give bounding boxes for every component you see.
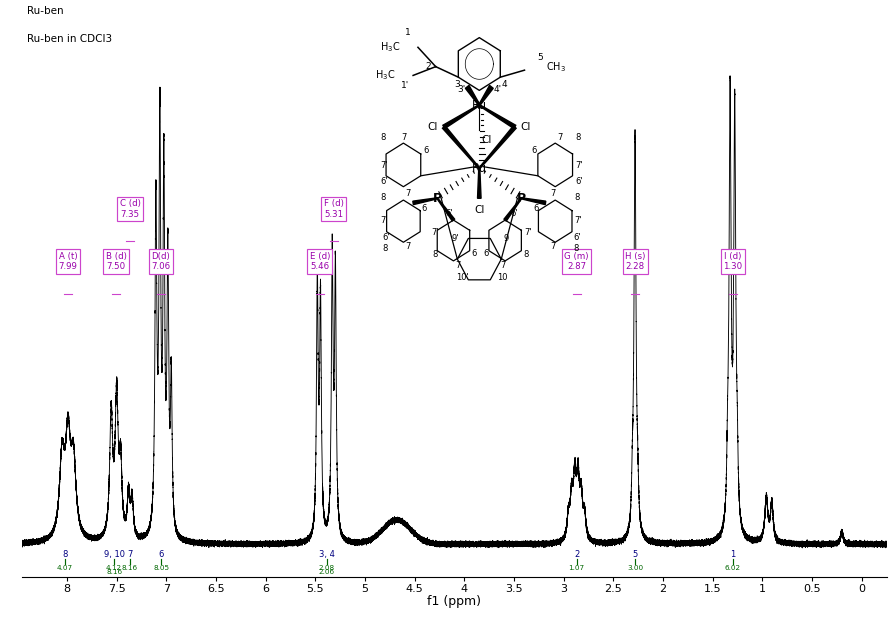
Polygon shape <box>443 105 479 129</box>
Text: 2.08: 2.08 <box>319 565 335 571</box>
Text: 7: 7 <box>455 261 461 270</box>
Text: 2: 2 <box>574 550 579 559</box>
Text: 10: 10 <box>497 273 508 282</box>
Text: 3': 3' <box>457 85 465 94</box>
Text: Cl: Cl <box>481 134 491 145</box>
Polygon shape <box>437 198 454 221</box>
Text: 3: 3 <box>454 80 460 89</box>
Text: 8: 8 <box>380 193 386 202</box>
Text: 8: 8 <box>62 550 68 559</box>
Text: 8.16: 8.16 <box>106 569 122 575</box>
Text: 1': 1' <box>401 81 409 90</box>
Text: 4.12: 4.12 <box>106 565 122 571</box>
Text: 6': 6' <box>573 233 581 242</box>
Polygon shape <box>413 198 437 205</box>
Text: 5: 5 <box>633 550 638 559</box>
Text: E (d)
5.46: E (d) 5.46 <box>309 252 330 271</box>
Text: 8: 8 <box>432 250 437 259</box>
Text: 8: 8 <box>380 133 386 142</box>
Text: 8: 8 <box>523 250 528 259</box>
Text: 6': 6' <box>380 178 388 186</box>
Text: $\mathdefault{H_3C}$: $\mathdefault{H_3C}$ <box>375 68 396 82</box>
Text: 6: 6 <box>159 550 164 559</box>
Text: 7: 7 <box>551 189 556 198</box>
Text: G (m)
2.87: G (m) 2.87 <box>564 252 589 271</box>
Text: 6': 6' <box>446 209 453 218</box>
Text: I (d)
1.30: I (d) 1.30 <box>723 252 742 271</box>
Text: 2: 2 <box>425 63 431 72</box>
Text: 8: 8 <box>382 244 388 253</box>
Text: 1.07: 1.07 <box>568 565 584 571</box>
Polygon shape <box>478 126 516 169</box>
Polygon shape <box>478 86 494 106</box>
Text: Cl: Cl <box>474 205 485 215</box>
Text: 3.00: 3.00 <box>627 565 643 571</box>
Text: 9, 10: 9, 10 <box>103 550 125 559</box>
Text: 8: 8 <box>573 244 578 253</box>
Text: 2.06: 2.06 <box>319 569 335 575</box>
Text: 6: 6 <box>421 204 427 212</box>
X-axis label: f1 (ppm): f1 (ppm) <box>428 595 481 608</box>
Text: F (d)
5.31: F (d) 5.31 <box>323 199 344 219</box>
Polygon shape <box>479 105 516 129</box>
Text: 7: 7 <box>401 133 406 141</box>
Polygon shape <box>521 198 546 205</box>
Text: 8.05: 8.05 <box>153 565 169 571</box>
Text: Cl: Cl <box>428 122 438 132</box>
Text: C (d)
7.35: C (d) 7.35 <box>119 199 141 219</box>
Text: 4: 4 <box>502 80 507 89</box>
Text: Ru: Ru <box>471 99 486 112</box>
Text: $\mathdefault{H_3C}$: $\mathdefault{H_3C}$ <box>380 41 400 54</box>
Text: 7: 7 <box>405 242 411 251</box>
Text: 7: 7 <box>405 189 411 198</box>
Text: 7: 7 <box>551 242 556 251</box>
Text: 6': 6' <box>382 233 390 242</box>
Text: P: P <box>433 192 442 205</box>
Text: 7': 7' <box>575 216 582 225</box>
Text: 8: 8 <box>576 133 581 142</box>
Text: 6: 6 <box>531 146 536 155</box>
Text: 8.16: 8.16 <box>122 565 138 571</box>
Text: 1: 1 <box>730 550 735 559</box>
Text: 7: 7 <box>558 133 563 141</box>
Text: 7': 7' <box>380 216 388 225</box>
Text: H (s)
2.28: H (s) 2.28 <box>625 252 645 271</box>
Text: 6: 6 <box>423 146 429 155</box>
Text: 7': 7' <box>431 228 439 237</box>
Text: 1: 1 <box>405 28 411 37</box>
Text: 10': 10' <box>456 273 469 282</box>
Text: 7: 7 <box>501 261 506 270</box>
Text: $\mathdefault{CH_3}$: $\mathdefault{CH_3}$ <box>546 60 567 74</box>
Text: 6': 6' <box>510 209 518 218</box>
Text: Ru-ben: Ru-ben <box>27 6 63 16</box>
Text: A (t)
7.99: A (t) 7.99 <box>59 252 78 271</box>
Text: 6: 6 <box>533 204 539 212</box>
Text: 6: 6 <box>483 249 488 258</box>
Polygon shape <box>465 86 480 106</box>
Text: 6.02: 6.02 <box>724 565 740 571</box>
Polygon shape <box>478 169 481 198</box>
Text: 8: 8 <box>575 193 580 202</box>
Text: 9: 9 <box>503 234 509 243</box>
Text: 6': 6' <box>576 178 583 186</box>
Text: 6: 6 <box>471 249 477 258</box>
Text: 9': 9' <box>452 234 460 243</box>
Text: 4.07: 4.07 <box>57 565 73 571</box>
Text: 3, 4: 3, 4 <box>319 550 335 559</box>
Text: P: P <box>517 192 526 205</box>
Text: B (d)
7.50: B (d) 7.50 <box>106 252 127 271</box>
Polygon shape <box>443 126 479 169</box>
Text: Cl: Cl <box>520 122 531 132</box>
Text: D(d)
7.06: D(d) 7.06 <box>151 252 170 271</box>
Text: 7': 7' <box>380 162 388 171</box>
Text: Ru: Ru <box>471 162 486 175</box>
Text: 5: 5 <box>537 53 543 61</box>
Text: 4': 4' <box>493 85 502 94</box>
Text: 7': 7' <box>576 162 583 171</box>
Polygon shape <box>504 198 521 221</box>
Text: Ru-ben in CDCl3: Ru-ben in CDCl3 <box>27 34 111 44</box>
Text: 7': 7' <box>524 228 532 237</box>
Text: 7: 7 <box>127 550 133 559</box>
